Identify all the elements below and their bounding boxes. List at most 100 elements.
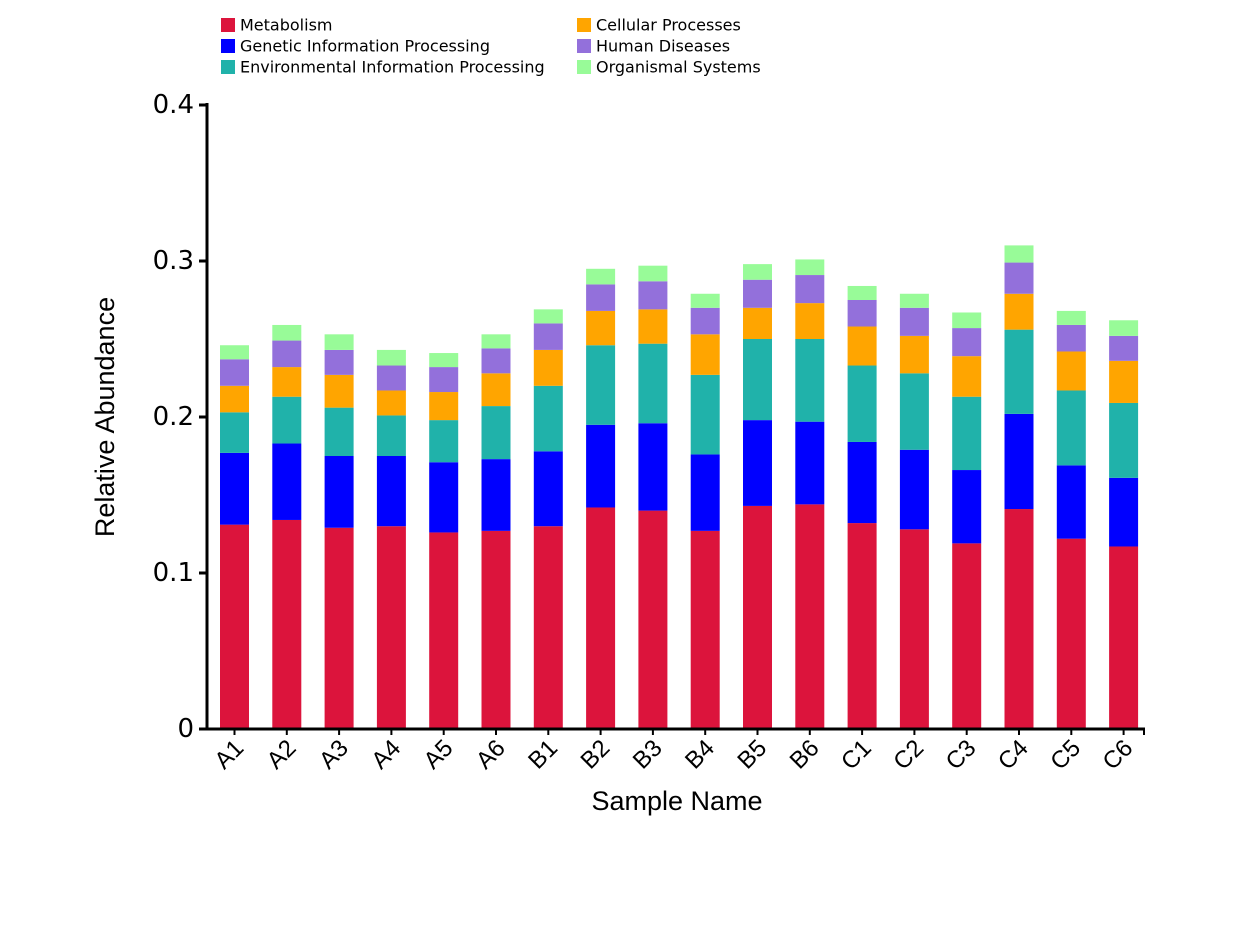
- bar-C2-cellular-processes: [899, 335, 929, 374]
- bar-B3-cellular-processes: [638, 309, 668, 344]
- bar-A3-genetic-information-processing: [324, 456, 354, 528]
- bar-B6-environmental-information-processing: [795, 339, 825, 422]
- bar-C5-human-diseases: [1056, 324, 1086, 352]
- bar-A4-cellular-processes: [376, 390, 406, 416]
- bar-A2-cellular-processes: [272, 367, 302, 397]
- bar-A2-environmental-information-processing: [272, 396, 302, 444]
- bar-C5-metabolism: [1056, 538, 1086, 729]
- bar-C4-cellular-processes: [1004, 293, 1034, 330]
- legend-swatch-genetic-information-processing: [221, 39, 235, 53]
- bar-B4-organismal-systems: [690, 293, 720, 308]
- legend-label-genetic-information-processing: Genetic Information Processing: [240, 37, 490, 56]
- bar-A2-organismal-systems: [272, 324, 302, 341]
- y-tick-label: 0.1: [153, 558, 194, 588]
- x-tick-label: B4: [680, 735, 720, 775]
- bar-C3-cellular-processes: [952, 356, 982, 397]
- legend-label-human-diseases: Human Diseases: [596, 37, 730, 56]
- bar-B3-genetic-information-processing: [638, 423, 668, 511]
- bar-C5-environmental-information-processing: [1056, 390, 1086, 466]
- legend-label-cellular-processes: Cellular Processes: [596, 16, 741, 35]
- bar-B2-metabolism: [586, 507, 616, 729]
- x-tick-label: A3: [314, 735, 354, 775]
- bar-A2-genetic-information-processing: [272, 443, 302, 520]
- y-tick-label: 0.3: [153, 246, 194, 276]
- x-tick-label: B2: [575, 735, 615, 775]
- bar-A1-environmental-information-processing: [220, 412, 249, 453]
- bar-A5-human-diseases: [429, 367, 459, 393]
- bar-B5-metabolism: [743, 505, 772, 729]
- bar-A6-genetic-information-processing: [481, 459, 511, 531]
- bar-C3-human-diseases: [952, 328, 982, 357]
- bar-C4-genetic-information-processing: [1004, 413, 1034, 510]
- bar-C1-human-diseases: [847, 300, 877, 327]
- x-tick-label: B1: [523, 735, 563, 775]
- bar-A5-environmental-information-processing: [429, 420, 459, 463]
- bar-C5-organismal-systems: [1056, 310, 1086, 325]
- bar-C1-environmental-information-processing: [847, 365, 877, 442]
- bar-A1-human-diseases: [220, 359, 249, 386]
- bar-C6-metabolism: [1109, 546, 1139, 729]
- bar-B6-genetic-information-processing: [795, 421, 825, 505]
- bar-C4-human-diseases: [1004, 262, 1034, 294]
- bar-B5-organismal-systems: [743, 264, 772, 280]
- y-axis-title: Relative Abundance: [90, 297, 120, 537]
- bar-C6-cellular-processes: [1109, 360, 1139, 403]
- bar-C1-cellular-processes: [847, 326, 877, 366]
- y-tick-label: 0.4: [153, 90, 194, 120]
- x-tick-label: A2: [262, 735, 302, 775]
- bar-C2-genetic-information-processing: [899, 449, 929, 530]
- bar-B5-genetic-information-processing: [743, 420, 772, 506]
- bar-B2-cellular-processes: [586, 310, 616, 346]
- bar-C5-cellular-processes: [1056, 351, 1086, 391]
- bar-A6-metabolism: [481, 530, 511, 729]
- x-tick-label: C2: [888, 735, 929, 776]
- legend-swatch-human-diseases: [577, 39, 591, 53]
- x-tick-label: C3: [941, 735, 982, 776]
- legend-swatch-organismal-systems: [577, 60, 591, 74]
- bar-B1-organismal-systems: [533, 309, 563, 324]
- bar-B3-environmental-information-processing: [638, 343, 668, 424]
- bar-C2-human-diseases: [899, 307, 929, 336]
- bar-B1-environmental-information-processing: [533, 385, 563, 452]
- x-tick-label: C1: [836, 735, 877, 776]
- bar-B6-organismal-systems: [795, 259, 825, 276]
- legend-swatch-environmental-information-processing: [221, 60, 235, 74]
- bar-A6-cellular-processes: [481, 373, 511, 407]
- bar-B5-environmental-information-processing: [743, 339, 772, 421]
- x-tick-label: C5: [1045, 735, 1086, 776]
- bar-C4-metabolism: [1004, 509, 1034, 729]
- bar-A3-environmental-information-processing: [324, 407, 354, 456]
- bar-C3-environmental-information-processing: [952, 396, 982, 471]
- bar-A3-cellular-processes: [324, 374, 354, 408]
- bar-B1-genetic-information-processing: [533, 451, 563, 527]
- bar-B5-cellular-processes: [743, 307, 772, 339]
- bar-C1-organismal-systems: [847, 285, 877, 300]
- x-tick-label: C6: [1098, 735, 1139, 776]
- bar-B6-human-diseases: [795, 275, 825, 304]
- bar-A4-metabolism: [376, 526, 406, 729]
- x-tick-label: A1: [209, 735, 249, 775]
- bar-A1-organismal-systems: [220, 345, 249, 360]
- bar-C6-environmental-information-processing: [1109, 402, 1139, 478]
- bar-B3-metabolism: [638, 510, 668, 729]
- bar-B6-cellular-processes: [795, 303, 825, 339]
- bar-A4-organismal-systems: [376, 349, 406, 366]
- bar-C2-organismal-systems: [899, 293, 929, 308]
- bar-A3-human-diseases: [324, 349, 354, 375]
- x-tick-label: B6: [785, 735, 825, 775]
- legend-label-metabolism: Metabolism: [240, 16, 332, 35]
- bar-A3-metabolism: [324, 527, 354, 729]
- x-axis-title: Sample Name: [591, 786, 762, 816]
- bar-C6-human-diseases: [1109, 335, 1139, 361]
- bar-B2-environmental-information-processing: [586, 345, 616, 425]
- legend-label-environmental-information-processing: Environmental Information Processing: [240, 58, 545, 77]
- bar-A4-human-diseases: [376, 365, 406, 391]
- bar-A2-human-diseases: [272, 340, 302, 368]
- bar-C4-organismal-systems: [1004, 245, 1034, 263]
- x-tick-label: A6: [471, 735, 511, 775]
- bar-A1-cellular-processes: [220, 385, 249, 413]
- y-tick-label: 0: [177, 714, 194, 744]
- bar-A6-organismal-systems: [481, 334, 511, 349]
- bar-B1-human-diseases: [533, 323, 563, 350]
